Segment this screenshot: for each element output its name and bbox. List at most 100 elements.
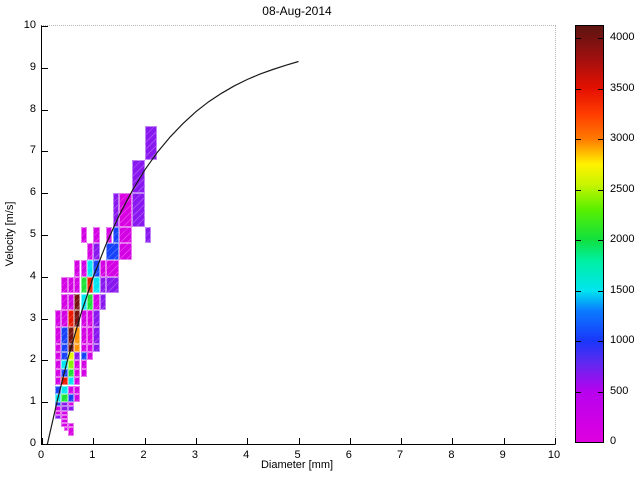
heatmap-cell xyxy=(74,343,81,353)
y-axis-tick xyxy=(42,109,48,111)
y-axis-tick xyxy=(42,318,48,320)
x-axis-tick xyxy=(503,438,505,444)
y-tick-label: 6 xyxy=(29,186,36,199)
y-axis-tick xyxy=(42,235,48,236)
heatmap-cell xyxy=(86,352,94,361)
heatmap-cell xyxy=(67,385,74,394)
x-axis-tick xyxy=(144,438,146,444)
heatmap-cell xyxy=(74,276,81,294)
colorbar-tick-label: 3500 xyxy=(610,81,635,94)
heatmap-cell xyxy=(67,423,74,428)
heatmap-cell xyxy=(80,226,87,244)
plot-title: 08-Aug-2014 xyxy=(262,4,332,18)
colorbar-tick xyxy=(598,240,603,242)
heatmap-cell xyxy=(67,406,74,411)
colorbar-tick xyxy=(598,341,603,342)
heatmap-cell xyxy=(67,327,74,344)
heatmap-cell xyxy=(112,193,119,227)
heatmap-cell xyxy=(93,327,100,344)
heatmap-cell xyxy=(67,402,74,407)
y-tick-label: 5 xyxy=(29,228,36,240)
y-axis-tick xyxy=(42,276,48,278)
y-tick-label: 1 xyxy=(29,395,36,408)
heatmap-cell xyxy=(86,293,94,311)
y-axis-label: Velocity [m/s] xyxy=(4,201,16,267)
x-tick-label: 7 xyxy=(397,449,404,461)
x-axis-tick xyxy=(298,438,300,444)
heatmap-cell xyxy=(99,276,107,294)
colorbar-tick xyxy=(598,442,603,443)
colorbar-tick xyxy=(576,240,581,242)
heatmap-cell xyxy=(64,427,68,432)
heatmap-cell xyxy=(67,393,74,403)
heatmap-cell xyxy=(67,360,74,369)
heatmap-cell xyxy=(54,377,62,386)
x-tick-label: 8 xyxy=(448,449,455,461)
heatmap-cell xyxy=(118,193,132,227)
colorbar-tick xyxy=(576,290,581,292)
colorbar-tick xyxy=(576,391,581,393)
terminal-velocity-curve xyxy=(46,60,299,444)
heatmap-cell xyxy=(54,402,62,407)
colorbar xyxy=(575,25,604,443)
heatmap-cell xyxy=(93,310,100,327)
heatmap-cell xyxy=(80,293,87,311)
colorbar-tick-label: 1500 xyxy=(610,283,635,296)
x-axis-tick xyxy=(555,438,556,444)
colorbar-tick xyxy=(576,38,581,40)
heatmap-cell xyxy=(131,159,145,194)
heatmap-cell xyxy=(144,126,158,160)
heatmap-cell xyxy=(93,276,100,294)
x-axis-tick xyxy=(247,438,249,444)
heatmap-cell xyxy=(80,352,87,361)
colorbar-tick-label: 4000 xyxy=(610,31,635,44)
heatmap-cell xyxy=(61,310,68,327)
x-tick-label: 9 xyxy=(499,449,506,461)
y-tick-label: 4 xyxy=(29,269,36,282)
heatmap-cell xyxy=(86,310,94,327)
heatmap-cell xyxy=(61,414,68,419)
heatmap-cell xyxy=(67,293,74,311)
heatmap-cell xyxy=(80,368,87,378)
y-axis-tick xyxy=(42,26,48,27)
heatmap-cell xyxy=(86,260,94,277)
y-axis-tick xyxy=(42,67,48,69)
heatmap-cell xyxy=(74,377,81,386)
heatmap-cell xyxy=(61,327,68,344)
heatmap-cell xyxy=(61,343,68,353)
colorbar-tick xyxy=(598,290,603,292)
heatmap-cell xyxy=(54,414,62,419)
heatmap-cell xyxy=(80,343,87,353)
x-tick-label: 1 xyxy=(89,449,96,461)
colorbar-tick-label: 0 xyxy=(610,435,617,447)
x-tick-label: 3 xyxy=(191,449,198,461)
heatmap-cell xyxy=(86,343,94,353)
colorbar-tick-label: 500 xyxy=(610,384,629,397)
y-tick-label: 0 xyxy=(29,437,36,449)
heatmap-cell xyxy=(99,293,107,311)
heatmap-cell xyxy=(93,343,100,353)
x-axis-tick xyxy=(93,438,95,444)
heatmap-cell xyxy=(54,385,62,394)
colorbar-tick xyxy=(576,341,581,342)
heatmap-cell xyxy=(54,410,62,415)
colorbar-tick-label: 2500 xyxy=(610,182,635,195)
heatmap-cell xyxy=(61,393,68,403)
heatmap-cell xyxy=(106,243,119,261)
heatmap-cell xyxy=(61,293,68,311)
y-tick-label: 10 xyxy=(23,19,36,31)
colorbar-tick xyxy=(598,189,603,191)
heatmap-cell xyxy=(61,402,68,407)
y-tick-label: 3 xyxy=(29,311,36,324)
heatmap-cell xyxy=(144,226,151,244)
heatmap-cell xyxy=(74,352,81,361)
colorbar-tick xyxy=(576,189,581,191)
heatmap-cell xyxy=(61,418,68,424)
heatmap-cell xyxy=(93,226,100,244)
colorbar-tick-label: 2000 xyxy=(610,233,635,246)
heatmap-cell xyxy=(118,243,132,261)
heatmap-cell xyxy=(54,327,62,344)
heatmap-cell xyxy=(54,343,62,353)
x-axis-tick xyxy=(401,438,403,444)
